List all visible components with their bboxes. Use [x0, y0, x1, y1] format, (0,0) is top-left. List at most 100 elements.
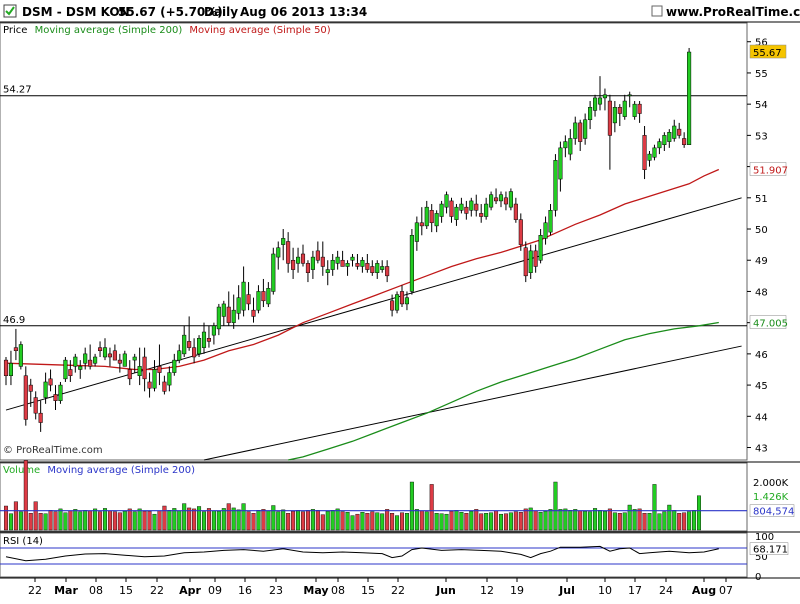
rsi-tick-label: 100 [755, 532, 774, 543]
datetime-label: Aug 06 2013 13:34 [240, 5, 367, 19]
candle [419, 207, 424, 236]
candle [43, 372, 48, 404]
candle-body [142, 356, 147, 380]
candle [291, 247, 296, 279]
price-tick-label: 43 [755, 444, 768, 455]
x-tick-label: 22 [28, 584, 42, 597]
candle-body [429, 210, 434, 224]
x-tick-label: 12 [480, 584, 494, 597]
candle-body [607, 100, 612, 136]
candle [23, 366, 28, 426]
candle-body [182, 334, 187, 355]
candle-body [197, 338, 202, 355]
candle-body [300, 253, 306, 264]
price-tick-label: 49 [755, 256, 768, 267]
candle-body [538, 235, 543, 261]
volume-panel[interactable] [0, 462, 748, 532]
volume-bar [528, 507, 533, 531]
candle-body [340, 259, 345, 267]
volume-bars: 2.000K 1.426K 804,574 [0, 460, 794, 531]
x-tick-label: 15 [361, 584, 375, 597]
candle-body [404, 297, 409, 305]
volume-bar [216, 511, 221, 531]
price-tick-label: 44 [755, 412, 768, 423]
price-tick-label: 54 [755, 100, 768, 111]
volume-bar [647, 513, 652, 531]
volume-bar [429, 484, 434, 531]
candle [73, 353, 78, 373]
candle [83, 347, 88, 370]
price-tick-label: 46 [755, 350, 768, 361]
legend-volume-ma: Moving average (Simple 200) [47, 465, 195, 476]
candle [543, 216, 548, 245]
price-panel[interactable] [0, 22, 748, 461]
volume-bar [246, 511, 251, 531]
candle-body [395, 294, 400, 311]
volume-bar [687, 511, 692, 531]
candle [677, 122, 682, 139]
volume-tick-label: 804,574 [753, 507, 794, 518]
candle-body [231, 309, 236, 323]
candle-body [390, 300, 395, 311]
candle [28, 378, 33, 407]
candle-body [637, 103, 642, 114]
candle [380, 260, 385, 273]
candle [627, 91, 632, 108]
candle [647, 150, 652, 167]
volume-bar [637, 508, 642, 531]
candle [53, 385, 58, 411]
volume-bar [607, 508, 612, 531]
volume-bar [83, 510, 88, 531]
candle-body [73, 356, 78, 367]
candle-body [8, 362, 13, 376]
x-tick-label: 10 [598, 584, 612, 597]
volume-bar [271, 505, 276, 531]
volume-bar [132, 511, 137, 531]
candle-body [177, 350, 182, 361]
candle-body [399, 291, 405, 305]
ma50-value-label: 51.907 [753, 165, 788, 176]
candle [355, 253, 360, 270]
candle [365, 253, 370, 273]
header-bar [0, 0, 800, 22]
candle-body [330, 259, 335, 270]
volume-bar [350, 515, 355, 531]
candle-body [479, 213, 484, 217]
volume-bar [177, 510, 182, 531]
candle [8, 350, 13, 386]
candle [375, 260, 380, 279]
x-tick-label: 08 [89, 584, 103, 597]
volume-bar [444, 513, 449, 531]
candle-body [454, 206, 459, 220]
volume-bar [53, 511, 58, 531]
candle [434, 210, 439, 233]
candle-body [528, 250, 533, 273]
candle [310, 250, 315, 279]
volume-bar [583, 511, 588, 531]
candle-body [201, 331, 207, 348]
candle-body [33, 397, 38, 414]
candle [360, 257, 365, 273]
volume-bar [33, 501, 38, 531]
candle [162, 375, 167, 395]
x-tick-label: 22 [391, 584, 405, 597]
candle-body [627, 94, 632, 97]
candle-body [360, 259, 365, 267]
rsi-panel[interactable] [0, 532, 748, 578]
candle [117, 353, 122, 373]
price-tick-label: 45 [755, 381, 768, 392]
candle [449, 197, 454, 223]
x-tick-label: 16 [238, 584, 252, 597]
volume-bar [400, 512, 405, 531]
candle [489, 191, 494, 211]
candle-body [132, 356, 137, 361]
candle-body [226, 306, 231, 323]
candle [444, 191, 449, 214]
website-label[interactable]: www.ProRealTime.com [666, 5, 800, 19]
candle [390, 294, 395, 317]
trend-line [203, 345, 742, 461]
settings-icon[interactable] [651, 5, 663, 17]
candle [48, 369, 53, 392]
candle-body [449, 200, 454, 217]
candle-body [216, 306, 221, 330]
